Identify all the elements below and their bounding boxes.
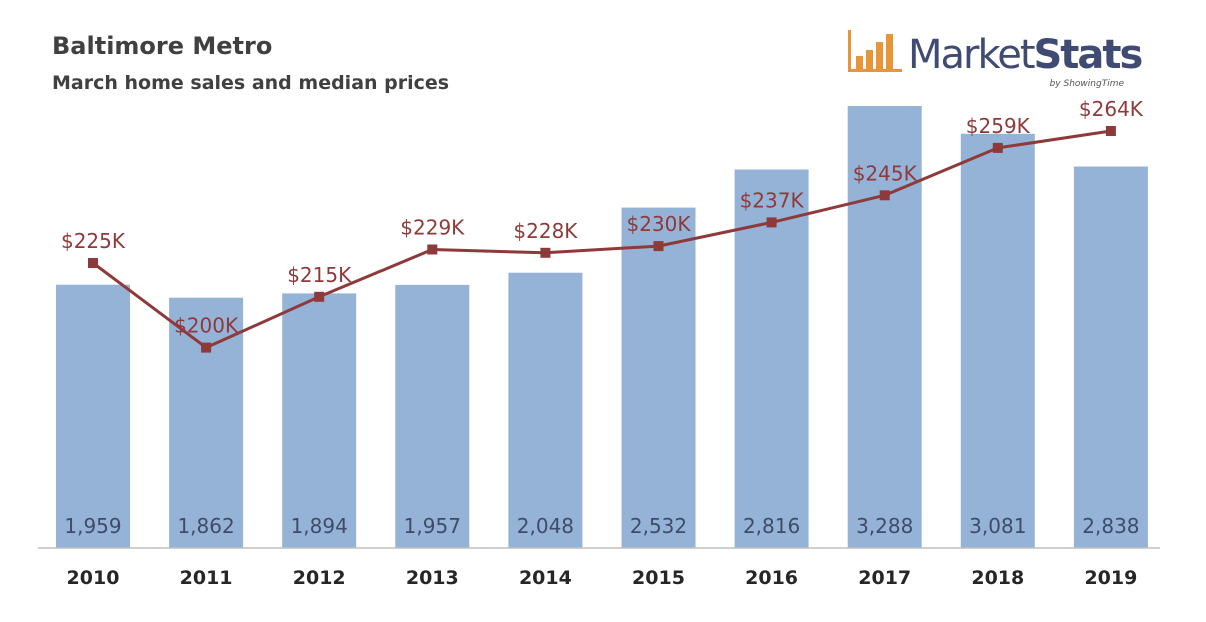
median-price-labels: $225K $200K $215K $229K $228K $230K $237K $245K… — [61, 97, 1144, 338]
sales-bar-2016 — [734, 169, 809, 548]
price-marker-2018 — [992, 142, 1003, 153]
sales-bar-2015 — [621, 207, 696, 548]
sales-bar-2011 — [169, 297, 244, 548]
sales-bars — [56, 106, 1148, 549]
price-marker-2019 — [1105, 126, 1116, 136]
bar-chart-logo-icon — [848, 30, 902, 72]
price-label-2016: $237K — [740, 188, 805, 212]
x-axis-ticks: 2010 2011 2012 2013 2014 2015 2016 2017 2018 2019 — [67, 567, 1138, 589]
x-tick-2018: 2018 — [971, 567, 1024, 589]
x-tick-2011: 2011 — [180, 567, 233, 589]
logo-market-text: Market — [908, 32, 1035, 78]
logo-wordmark: MarketStats — [908, 32, 1144, 78]
price-label-2018: $259K — [966, 114, 1031, 138]
sales-bar-2013 — [395, 284, 470, 548]
median-price-polyline — [92, 129, 1112, 350]
logo-byline: by ShowingTime — [1049, 79, 1124, 89]
sales-value-label-2016: 2,816 — [743, 514, 800, 538]
x-tick-2016: 2016 — [745, 567, 798, 589]
price-label-2019: $264K — [1079, 97, 1144, 121]
sales-value-label-2012: 1,894 — [291, 514, 348, 538]
price-label-2014: $228K — [513, 219, 578, 243]
marketstats-logo: MarketStats by ShowingTime — [846, 28, 1143, 94]
sales-bar-2017 — [847, 106, 922, 548]
sales-value-label-2010: 1,959 — [64, 514, 121, 538]
chart-title: Baltimore Metro — [52, 32, 273, 60]
x-tick-2017: 2017 — [858, 567, 911, 589]
price-label-2017: $245K — [853, 161, 918, 185]
chart-subtitle: March home sales and median prices — [52, 72, 450, 94]
x-tick-2013: 2013 — [406, 567, 459, 589]
x-tick-2010: 2010 — [67, 567, 120, 589]
x-tick-2019: 2019 — [1084, 567, 1137, 589]
sales-value-label-2019: 2,838 — [1082, 514, 1139, 538]
price-marker-2011 — [201, 342, 212, 353]
price-marker-2012 — [314, 291, 325, 302]
price-marker-2013 — [427, 244, 438, 255]
price-marker-2014 — [540, 247, 551, 258]
x-tick-2015: 2015 — [632, 567, 685, 589]
sales-value-label-2013: 1,957 — [404, 514, 461, 538]
price-label-2015: $230K — [626, 212, 691, 236]
price-marker-2016 — [766, 217, 777, 228]
sales-value-label-2015: 2,532 — [630, 514, 687, 538]
x-tick-2012: 2012 — [293, 567, 346, 589]
sales-bar-2014 — [508, 272, 583, 548]
sales-value-label-2014: 2,048 — [517, 514, 574, 538]
price-marker-2015 — [653, 241, 664, 252]
price-label-2012: $215K — [287, 263, 352, 287]
median-price-line — [88, 126, 1116, 353]
price-marker-2017 — [879, 190, 890, 201]
sales-value-labels: 1,959 1,862 1,894 1,957 2,048 2,532 2,816 3,288… — [64, 514, 1139, 538]
sales-bar-2018 — [960, 133, 1035, 549]
price-label-2011: $200K — [174, 314, 239, 338]
price-label-2013: $229K — [400, 216, 465, 240]
sales-bar-2019 — [1073, 166, 1148, 548]
sales-value-label-2018: 3,081 — [969, 514, 1026, 538]
sales-value-label-2011: 1,862 — [177, 514, 234, 538]
sales-bar-2010 — [56, 284, 130, 548]
x-tick-2014: 2014 — [519, 567, 572, 589]
price-marker-2010 — [88, 258, 98, 268]
sales-bar-2012 — [282, 293, 357, 548]
logo-stats-text: Stats — [1033, 32, 1144, 78]
sales-value-label-2017: 3,288 — [856, 514, 913, 538]
price-label-2010: $225K — [61, 229, 126, 253]
